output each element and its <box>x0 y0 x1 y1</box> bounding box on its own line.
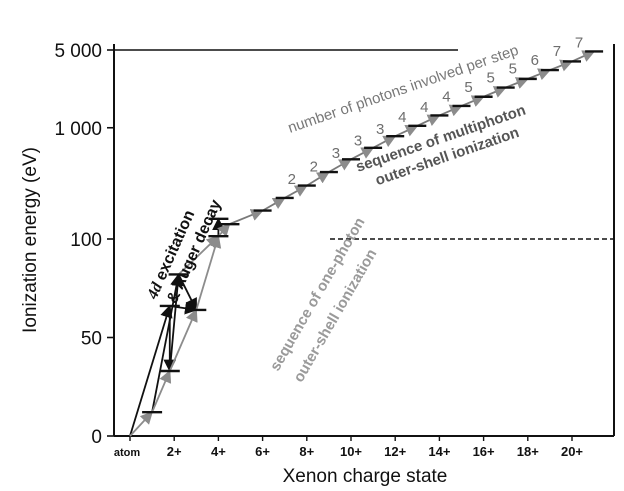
onephoton-arrow-5 <box>195 234 222 311</box>
x-axis-title: Xenon charge state <box>283 466 448 487</box>
x-tick-label-0: atom <box>114 447 141 459</box>
ionization-levels <box>142 50 604 414</box>
auger-arrow-4 <box>168 273 184 372</box>
x-tick-label-10: 20+ <box>561 444 583 459</box>
photon-count-2: 2 <box>310 159 318 176</box>
photon-count-8: 4 <box>442 88 450 105</box>
transition-arrows <box>129 50 596 437</box>
multiphoton-arrow-11 <box>461 95 485 107</box>
onephoton-arrow-1 <box>129 411 153 437</box>
multiphoton-arrow-5 <box>328 158 353 173</box>
y-tick-label-4: 5 000 <box>54 41 102 62</box>
x-tick-label-6: 12+ <box>384 444 406 459</box>
onephoton-arrow-6 <box>217 223 231 237</box>
photon-count-4: 3 <box>354 132 362 149</box>
x-tick-label-2: 4+ <box>211 444 226 459</box>
multiphoton-arrow-1 <box>229 209 264 225</box>
multiphoton-arrow-16 <box>571 50 596 63</box>
x-tick-label-8: 16+ <box>473 444 495 459</box>
y-tick-label-0: 0 <box>91 427 102 448</box>
y-ticks: 0 50 100 1 000 5 000 <box>54 41 114 448</box>
x-tick-label-4: 8+ <box>299 444 314 459</box>
photon-count-7: 4 <box>420 99 428 116</box>
photon-count-12: 6 <box>531 52 539 69</box>
auger-4d: 4d <box>144 279 167 302</box>
photon-count-14: 7 <box>575 34 583 51</box>
photon-count-10: 5 <box>486 70 494 87</box>
reference-lines <box>114 49 614 240</box>
multiphoton-arrow-12 <box>483 86 507 98</box>
y-axis-title: Ionization energy (eV) <box>20 147 41 333</box>
auger-arrow-1 <box>129 304 173 437</box>
photon-count-13: 7 <box>553 43 561 60</box>
x-tick-label-3: 6+ <box>255 444 270 459</box>
onephoton-label: sequence of one-photon outer-shell ioniz… <box>267 215 381 386</box>
y-tick-label-3: 1 000 <box>54 119 102 140</box>
x-tick-label-9: 18+ <box>517 444 539 459</box>
photon-count-6: 4 <box>398 109 406 126</box>
y-tick-label-2: 100 <box>70 230 102 251</box>
auger-arrow-2 <box>151 273 183 413</box>
multiphoton-arrow-10 <box>439 104 463 117</box>
multiphoton-arrow-4 <box>306 171 330 187</box>
onephoton-arrow-2 <box>151 369 172 413</box>
multiphoton-arrow-7 <box>372 135 397 149</box>
y-tick-label-1: 50 <box>81 329 102 350</box>
multiphoton-arrow-9 <box>416 114 441 127</box>
x-tick-label-7: 14+ <box>428 444 450 459</box>
photon-count-5: 3 <box>376 121 384 138</box>
photon-count-1: 2 <box>288 171 296 188</box>
photon-count-9: 5 <box>464 79 472 96</box>
onephoton-arrow-3 <box>168 308 198 372</box>
x-tick-label-1: 2+ <box>167 444 182 459</box>
multiphoton-arrow-13 <box>505 77 529 89</box>
multiphoton-arrow-2 <box>262 197 286 212</box>
axes <box>113 44 615 437</box>
multiphoton-arrow-14 <box>527 68 552 81</box>
multiphoton-arrow-3 <box>284 184 308 199</box>
photon-count-11: 5 <box>509 61 517 78</box>
auger-label: 4d excitation & Auger decay <box>144 197 225 306</box>
x-ticks: atom 2+ 4+ 6+ 8+ 10+ 12+ 14+ 16+ 18+ 20+ <box>114 436 583 459</box>
multiphoton-arrow-6 <box>350 147 375 161</box>
x-tick-label-5: 10+ <box>340 444 362 459</box>
photon-count-3: 3 <box>332 145 340 162</box>
multiphoton-arrow-15 <box>549 59 574 72</box>
multiphoton-arrow-8 <box>394 124 419 137</box>
